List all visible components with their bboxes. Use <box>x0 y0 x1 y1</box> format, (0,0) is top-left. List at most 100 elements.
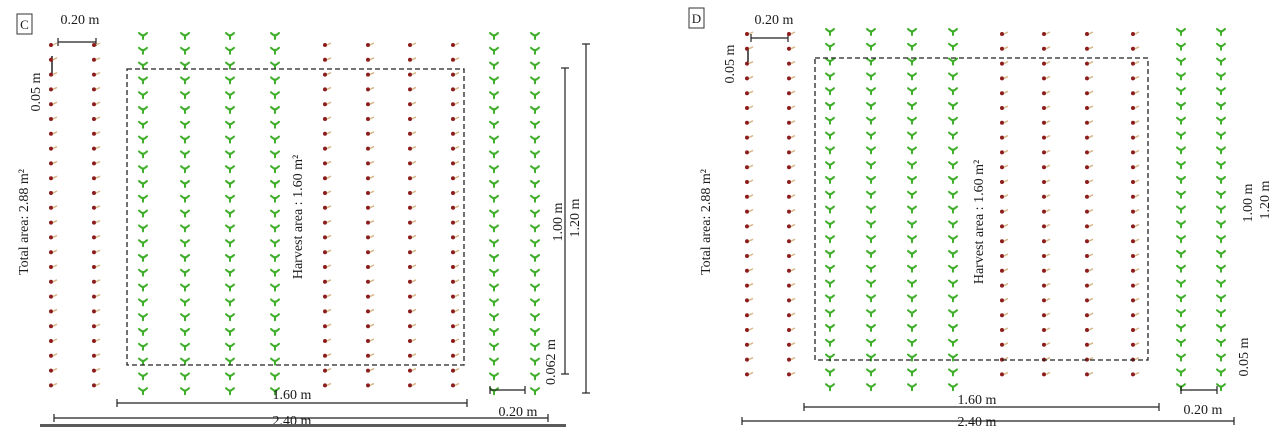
crop-b-leaf <box>1088 356 1094 361</box>
crop-b-leaf <box>790 312 796 316</box>
crop-b-leaf <box>454 279 460 283</box>
crop-a-plant <box>907 338 917 347</box>
crop-b-leaf <box>1088 208 1094 213</box>
crop-b-plant <box>366 43 370 47</box>
panel-c-plot-height-label: 1.20 m <box>568 198 583 237</box>
crop-a-plant <box>530 372 540 381</box>
crop-a-plant <box>489 342 499 351</box>
crop-a-plant <box>825 250 835 258</box>
crop-a-plant <box>180 313 190 322</box>
crop-b-row <box>408 42 417 388</box>
crop-b-leaf <box>790 327 796 331</box>
crop-b-leaf <box>95 86 101 91</box>
panel-c-edge-gap-label: 0.062 m <box>544 339 559 385</box>
crop-a-plant <box>1216 368 1226 377</box>
crop-a-plant <box>530 32 540 40</box>
crop-a-plant <box>907 264 917 273</box>
crop-a-plant <box>180 239 190 248</box>
crop-b-plant <box>92 205 96 210</box>
crop-b-plant <box>408 353 412 358</box>
crop-b-leaf <box>95 264 101 268</box>
crop-b-plant <box>366 324 370 329</box>
crop-b-leaf <box>369 57 375 61</box>
crop-b-leaf <box>52 145 58 150</box>
crop-a-plant <box>866 102 876 110</box>
crop-a-plant <box>530 91 540 100</box>
crop-b-plant <box>1042 165 1046 170</box>
crop-a-plant <box>1176 102 1186 110</box>
crop-a-plant <box>825 383 835 392</box>
crop-a-plant <box>489 268 499 277</box>
crop-a-plant <box>1216 279 1226 288</box>
crop-a-plant <box>948 161 958 170</box>
panel-d-plot-width-label: 2.40 m <box>958 415 997 427</box>
crop-b-leaf <box>369 293 375 298</box>
crop-b-plant <box>366 191 370 195</box>
crop-b-plant <box>323 368 327 373</box>
crop-b-leaf <box>1003 75 1009 80</box>
crop-b-leaf <box>326 234 332 239</box>
crop-b-leaf <box>1134 327 1140 331</box>
crop-b-leaf <box>790 253 796 257</box>
crop-b-plant <box>49 279 53 284</box>
crop-b-plant <box>49 72 53 77</box>
crop-b-plant <box>787 372 791 377</box>
crop-b-leaf <box>326 116 332 120</box>
crop-b-plant <box>92 368 96 373</box>
crop-a-plant <box>866 368 876 377</box>
crop-b-leaf <box>1134 253 1140 257</box>
crop-a-plant <box>270 298 280 307</box>
crop-b-leaf <box>748 312 754 316</box>
crop-b-plant <box>745 120 749 125</box>
crop-a-plant <box>1216 146 1226 155</box>
crop-b-leaf <box>326 42 332 46</box>
crop-b-leaf <box>369 131 375 135</box>
crop-b-leaf <box>790 208 796 213</box>
crop-a-plant <box>530 76 540 85</box>
crop-a-plant <box>225 254 235 262</box>
crop-b-leaf <box>326 264 332 268</box>
crop-b-leaf <box>1134 282 1140 287</box>
crop-a-plant <box>948 324 958 332</box>
crop-a-plant <box>530 106 540 114</box>
crop-a-plant <box>270 135 280 144</box>
crop-b-leaf <box>1045 164 1051 168</box>
crop-a-plant <box>225 135 235 144</box>
crop-b-plant <box>49 353 53 358</box>
crop-b-leaf <box>1045 134 1051 139</box>
crop-b-plant <box>49 87 53 92</box>
crop-b-plant <box>366 339 370 343</box>
crop-b-leaf <box>95 367 101 372</box>
crop-a-plant <box>270 165 280 174</box>
crop-b-plant <box>408 205 412 210</box>
crop-b-plant <box>408 102 412 107</box>
crop-a-plant <box>866 116 876 125</box>
crop-a-plant <box>1176 264 1186 273</box>
crop-a-plant <box>180 135 190 144</box>
crop-b-leaf <box>95 293 101 298</box>
crop-b-leaf <box>748 46 754 50</box>
crop-a-plant <box>948 190 958 199</box>
crop-b-plant <box>1000 76 1004 81</box>
crop-b-plant <box>323 131 327 136</box>
crop-b-leaf <box>1045 312 1051 316</box>
crop-b-leaf <box>369 308 375 313</box>
crop-b-leaf <box>95 205 101 209</box>
crop-a-plant <box>907 87 917 96</box>
crop-b-row <box>92 42 101 388</box>
crop-b-leaf <box>326 86 332 91</box>
crop-b-leaf <box>454 367 460 372</box>
crop-a-plant <box>907 28 917 36</box>
crop-b-leaf <box>369 116 375 120</box>
crop-b-leaf <box>369 145 375 150</box>
crop-a-plant <box>530 135 540 144</box>
crop-b-plant <box>787 150 791 155</box>
crop-b-leaf <box>52 234 58 239</box>
crop-b-plant <box>408 235 412 240</box>
crop-a-plant <box>489 194 499 203</box>
crop-b-plant <box>1000 209 1004 214</box>
crop-b-leaf <box>790 75 796 80</box>
crop-a-plant <box>530 342 540 351</box>
crop-b-leaf <box>454 131 460 135</box>
crop-b-plant <box>451 250 455 255</box>
